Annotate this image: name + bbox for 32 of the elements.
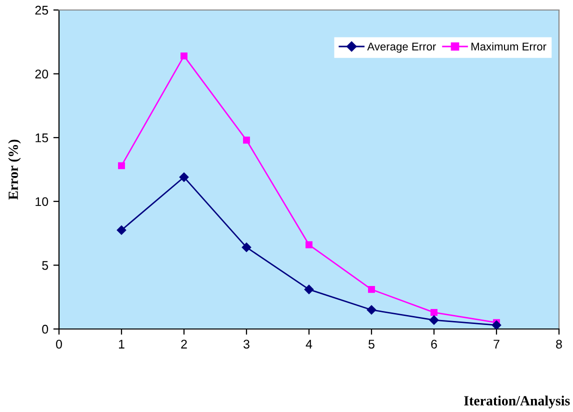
- point: [429, 315, 439, 325]
- point: [118, 162, 125, 170]
- y-tick-label: 25: [35, 6, 48, 15]
- x-tick-label: 0: [56, 340, 62, 349]
- x-tick-label: 1: [118, 340, 124, 348]
- point: [430, 308, 438, 316]
- point: [179, 172, 189, 182]
- point: [304, 284, 314, 294]
- point: [242, 242, 252, 252]
- x-tick-label: 3: [244, 340, 250, 349]
- point: [116, 225, 126, 235]
- legend-label: Average Error: [367, 42, 436, 53]
- legend-label: Maximum Error: [471, 42, 546, 50]
- point: [368, 286, 375, 293]
- point: [306, 241, 312, 248]
- x-tick-label: 2: [181, 340, 187, 348]
- x-tick-label: 7: [494, 340, 500, 348]
- point: [243, 136, 250, 144]
- point: [180, 52, 188, 60]
- y-tick-label: 5: [42, 261, 48, 270]
- x-tick-label: 5: [368, 340, 374, 349]
- x-tick-label: 8: [556, 340, 562, 349]
- point: [366, 305, 376, 314]
- y-axis-title: Error (%): [8, 140, 21, 200]
- y-tick-label: 10: [36, 197, 48, 206]
- point: [492, 320, 502, 329]
- x-axis-title: Iteration/Analysis: [464, 396, 570, 408]
- x-tick-label: 4: [306, 340, 312, 348]
- x-tick-label: 6: [431, 340, 437, 349]
- y-tick-label: 15: [36, 134, 48, 142]
- y-tick-label: 0: [42, 324, 48, 334]
- y-tick-label: 20: [35, 70, 48, 78]
